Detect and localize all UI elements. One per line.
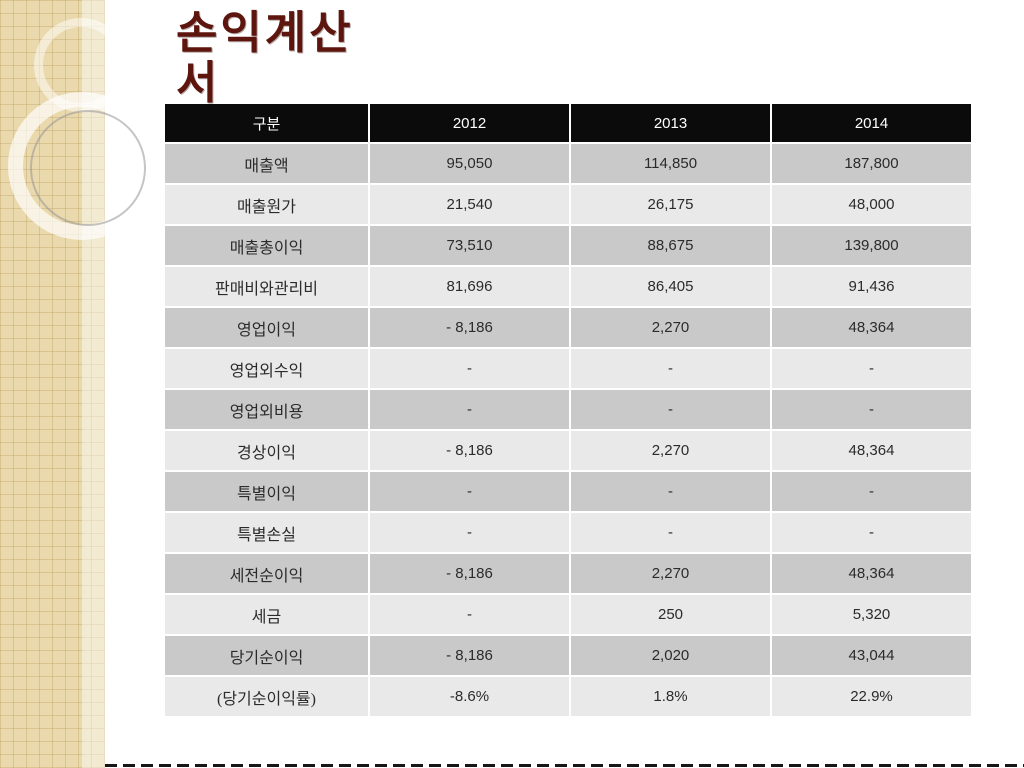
table-row: 매출액 95,050 114,850 187,800: [165, 144, 971, 183]
column-header: 구분: [165, 104, 368, 142]
cell-value: 48,364: [772, 554, 971, 593]
table-row: 당기순이익 - 8,186 2,020 43,044: [165, 636, 971, 675]
cell-value: -: [370, 472, 569, 511]
column-header: 2012: [370, 104, 569, 142]
cell-value: -: [571, 513, 770, 552]
row-label: 영업이익: [165, 308, 368, 347]
cell-value: -: [772, 513, 971, 552]
table-row: 매출원가 21,540 26,175 48,000: [165, 185, 971, 224]
cell-value: 73,510: [370, 226, 569, 265]
cell-value: 250: [571, 595, 770, 634]
table-row: 경상이익 - 8,186 2,270 48,364: [165, 431, 971, 470]
cell-value: 114,850: [571, 144, 770, 183]
cell-value: 48,000: [772, 185, 971, 224]
cell-value: -: [571, 390, 770, 429]
row-label: 당기순이익: [165, 636, 368, 675]
cell-value: 1.8%: [571, 677, 770, 716]
cell-value: 48,364: [772, 308, 971, 347]
table-row: 판매비와관리비 81,696 86,405 91,436: [165, 267, 971, 306]
table-row: 특별손실 - - -: [165, 513, 971, 552]
cell-value: 26,175: [571, 185, 770, 224]
bottom-dashed-divider: [105, 764, 1024, 767]
cell-value: - 8,186: [370, 431, 569, 470]
row-label: 세금: [165, 595, 368, 634]
cell-value: 2,270: [571, 308, 770, 347]
row-label: (당기순이익률): [165, 677, 368, 716]
income-statement-table: 구분 2012 2013 2014 매출액 95,050 114,850 187,800 매출…: [165, 104, 971, 718]
decorative-ring-outline: [30, 110, 146, 226]
cell-value: - 8,186: [370, 554, 569, 593]
table-row: 매출총이익 73,510 88,675 139,800: [165, 226, 971, 265]
column-header: 2014: [772, 104, 971, 142]
table-row: 영업이익 - 8,186 2,270 48,364: [165, 308, 971, 347]
decorative-side-band: [0, 0, 156, 768]
cell-value: -: [370, 349, 569, 388]
table-body: 매출액 95,050 114,850 187,800 매출원가 21,540 26,175 4…: [165, 144, 971, 716]
row-label: 경상이익: [165, 431, 368, 470]
cell-value: 95,050: [370, 144, 569, 183]
cell-value: 139,800: [772, 226, 971, 265]
row-label: 세전순이익: [165, 554, 368, 593]
cell-value: 48,364: [772, 431, 971, 470]
cell-value: 22.9%: [772, 677, 971, 716]
cell-value: 2,270: [571, 554, 770, 593]
cell-value: 2,020: [571, 636, 770, 675]
table-row: 영업외수익 - - -: [165, 349, 971, 388]
row-label: 판매비와관리비: [165, 267, 368, 306]
row-label: 영업외수익: [165, 349, 368, 388]
column-header: 2013: [571, 104, 770, 142]
row-label: 매출총이익: [165, 226, 368, 265]
cell-value: - 8,186: [370, 308, 569, 347]
row-label: 특별이익: [165, 472, 368, 511]
cell-value: -: [370, 595, 569, 634]
cell-value: 21,540: [370, 185, 569, 224]
cell-value: -: [772, 390, 971, 429]
cell-value: -8.6%: [370, 677, 569, 716]
cell-value: -: [571, 349, 770, 388]
cell-value: 43,044: [772, 636, 971, 675]
table-row: 세금 -250 5,320: [165, 595, 971, 634]
table-row: 영업외비용 - - -: [165, 390, 971, 429]
cell-value: - 8,186: [370, 636, 569, 675]
cell-value: 5,320: [772, 595, 971, 634]
cell-value: 187,800: [772, 144, 971, 183]
cell-value: 2,270: [571, 431, 770, 470]
row-label: 매출액: [165, 144, 368, 183]
cell-value: -: [370, 513, 569, 552]
table-row: 특별이익 - - -: [165, 472, 971, 511]
table-row: (당기순이익률) -8.6% 1.8% 22.9%: [165, 677, 971, 716]
table-row: 세전순이익 - 8,186 2,270 48,364: [165, 554, 971, 593]
cell-value: -: [772, 472, 971, 511]
cell-value: -: [772, 349, 971, 388]
cell-value: 81,696: [370, 267, 569, 306]
row-label: 매출원가: [165, 185, 368, 224]
row-label: 영업외비용: [165, 390, 368, 429]
page-title: 손익계산서: [176, 8, 354, 109]
cell-value: 88,675: [571, 226, 770, 265]
cell-value: -: [370, 390, 569, 429]
cell-value: -: [571, 472, 770, 511]
cell-value: 91,436: [772, 267, 971, 306]
row-label: 특별손실: [165, 513, 368, 552]
cell-value: 86,405: [571, 267, 770, 306]
table-header-row: 구분 2012 2013 2014: [165, 104, 971, 142]
